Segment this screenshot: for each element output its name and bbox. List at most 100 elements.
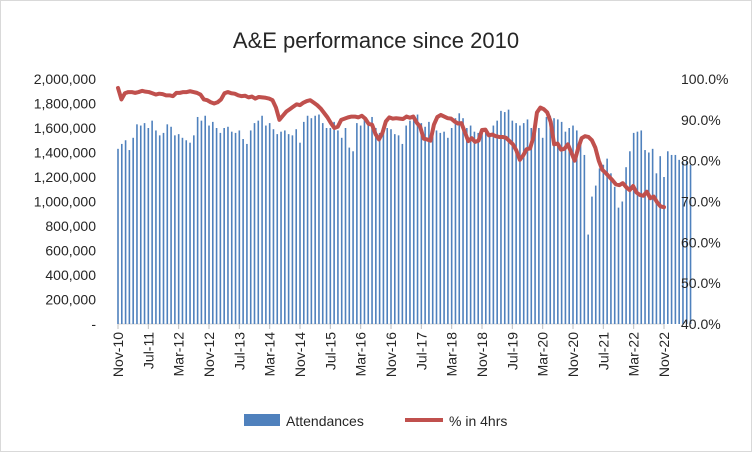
- attendance-bar: [522, 123, 525, 324]
- attendance-bar: [181, 137, 184, 324]
- attendance-bar: [458, 113, 461, 324]
- attendance-bar: [443, 131, 445, 324]
- attendance-bar: [428, 121, 430, 325]
- legend: Attendances % in 4hrs: [244, 413, 507, 429]
- attendance-bar: [666, 151, 669, 324]
- attendance-bar: [606, 158, 608, 325]
- attendance-bar: [682, 162, 684, 324]
- attendance-bar: [632, 132, 635, 324]
- attendance-bar: [663, 177, 665, 324]
- left-axis-ticks: - 200,000 400,000 600,000 800,000 1,000,000 1,…: [34, 71, 97, 332]
- attendance-bar: [124, 140, 127, 324]
- attendance-bar: [651, 148, 654, 324]
- attendance-bar: [238, 130, 241, 324]
- attendance-bar: [223, 128, 225, 324]
- attendance-bar: [492, 125, 495, 324]
- attendance-bar: [291, 135, 294, 324]
- attendance-bar: [526, 119, 529, 325]
- attendance-bar: [280, 131, 282, 324]
- x-axis-tick-label: Nov-18: [474, 332, 490, 377]
- attendance-bar: [644, 150, 646, 324]
- attendance-bar: [166, 124, 169, 324]
- attendance-bar: [579, 142, 582, 324]
- attendance-bar: [158, 135, 161, 324]
- attendance-bar: [136, 124, 138, 324]
- attendance-bar: [246, 143, 248, 324]
- right-axis-tick-label: 60.0%: [681, 234, 721, 250]
- attendance-bar: [454, 118, 457, 324]
- attendance-bar: [469, 125, 472, 324]
- attendance-bar: [284, 130, 286, 324]
- x-axis-tick-label: Jul-15: [322, 332, 338, 370]
- attendance-bar: [227, 126, 229, 325]
- attendance-bar: [329, 128, 332, 324]
- attendance-bar: [139, 125, 142, 324]
- attendance-bar: [143, 123, 146, 324]
- attendance-bar: [272, 129, 275, 324]
- attendance-bar: [481, 130, 483, 324]
- attendance-bar: [378, 132, 381, 324]
- legend-swatch-attendances: [244, 414, 280, 426]
- attendance-bar: [610, 173, 612, 324]
- attendance-bar: [670, 154, 673, 324]
- x-axis-tick-label: Mar-12: [171, 332, 187, 377]
- right-axis-ticks: 40.0% 50.0% 60.0% 70.0% 80.0% 90.0% 100.0%: [681, 71, 728, 332]
- x-axis-tick-label: Mar-16: [353, 332, 369, 377]
- attendance-bar: [409, 120, 411, 325]
- attendance-bar: [265, 125, 267, 324]
- attendance-bar: [553, 118, 555, 324]
- attendances-bars: [117, 109, 692, 325]
- attendance-bar: [420, 123, 423, 324]
- attendance-bar: [200, 120, 203, 325]
- attendance-bar: [253, 123, 256, 324]
- right-axis-tick-label: 90.0%: [681, 112, 721, 128]
- percent-4hrs-line: [116, 85, 666, 210]
- attendance-bar: [386, 128, 389, 324]
- attendance-bar: [196, 116, 199, 324]
- attendance-bar: [541, 137, 544, 324]
- attendance-bar: [211, 121, 214, 325]
- attendance-bar: [488, 135, 491, 324]
- attendance-bar: [545, 116, 548, 324]
- attendance-bar: [625, 167, 627, 324]
- attendance-bar: [435, 130, 438, 324]
- attendance-bar: [617, 207, 620, 325]
- attendance-bar: [352, 151, 354, 324]
- attendance-bar: [591, 196, 593, 324]
- x-axis-tick-label: Nov-16: [383, 332, 399, 377]
- x-axis-tick-label: Nov-22: [656, 332, 672, 377]
- legend-label-attendances: Attendances: [286, 413, 364, 429]
- attendance-bar: [534, 131, 536, 324]
- attendance-bar: [477, 132, 480, 324]
- attendance-bar: [689, 164, 692, 324]
- attendance-bar: [348, 147, 351, 324]
- attendance-bar: [602, 164, 605, 324]
- attendance-bar: [519, 125, 521, 324]
- attendance-bar: [174, 135, 176, 324]
- attendance-bar: [466, 128, 468, 324]
- attendance-bar: [230, 131, 233, 324]
- attendance-bar: [636, 131, 639, 324]
- x-axis-tick-label: Jul-17: [413, 332, 429, 370]
- attendance-bar: [219, 132, 222, 324]
- x-axis-tick-label: Nov-12: [201, 332, 217, 377]
- attendance-bar: [515, 123, 517, 324]
- x-axis-tick-label: Mar-18: [444, 332, 460, 377]
- attendance-bar: [155, 130, 157, 324]
- attendance-bar: [242, 139, 244, 324]
- x-axis-tick-label: Jul-19: [504, 332, 520, 370]
- attendance-bar: [447, 137, 449, 324]
- attendance-bar: [268, 123, 271, 324]
- attendance-bar: [568, 128, 571, 324]
- attendance-bar: [621, 201, 624, 324]
- attendance-bar: [261, 115, 263, 324]
- attendance-bar: [503, 112, 506, 324]
- legend-label-percent: % in 4hrs: [449, 413, 507, 429]
- attendance-bar: [340, 137, 343, 324]
- attendance-bar: [397, 135, 400, 324]
- left-axis-tick-label: -: [91, 316, 96, 332]
- x-axis-tick-label: Jul-13: [231, 332, 247, 370]
- attendance-bar: [333, 121, 335, 325]
- attendance-bar: [511, 120, 514, 325]
